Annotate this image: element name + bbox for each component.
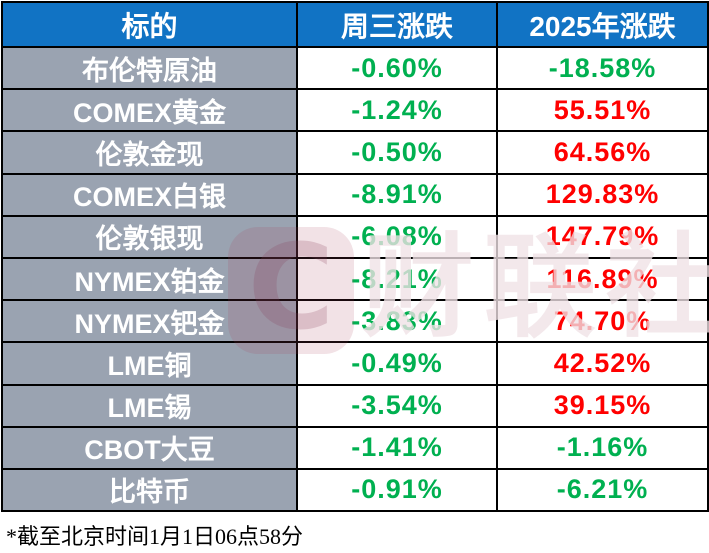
ytd-change-cell: -18.58%	[496, 45, 709, 91]
asset-label-cell: COMEX黄金	[1, 88, 298, 133]
asset-label-cell: COMEX白银	[1, 172, 298, 217]
wednesday-change-cell: -3.54%	[296, 383, 498, 428]
market-table: 标的 周三涨跌 2025年涨跌 布伦特原油 -0.60% -18.58% COM…	[1, 1, 709, 513]
wednesday-change-cell: -0.50%	[296, 130, 498, 175]
wednesday-change-cell: -0.49%	[296, 341, 498, 386]
asset-label-cell: LME锡	[1, 383, 298, 428]
table-row: COMEX白银 -8.91% 129.83%	[1, 172, 709, 217]
ytd-change-cell: 147.79%	[496, 214, 709, 259]
table-row: COMEX黄金 -1.24% 55.51%	[1, 88, 709, 133]
asset-label-cell: CBOT大豆	[1, 425, 298, 470]
wednesday-change-cell: -8.21%	[296, 256, 498, 302]
asset-label-cell: 比特币	[1, 467, 298, 513]
table-row: CBOT大豆 -1.41% -1.16%	[1, 425, 709, 470]
asset-label-cell: 伦敦金现	[1, 130, 298, 175]
ytd-change-cell: 74.70%	[496, 299, 709, 344]
wednesday-change-cell: -1.24%	[296, 88, 498, 133]
col-header-wednesday: 周三涨跌	[296, 1, 498, 48]
wednesday-change-cell: -8.91%	[296, 172, 498, 217]
wednesday-change-cell: -6.08%	[296, 214, 498, 259]
col-header-asset: 标的	[1, 1, 298, 48]
col-header-ytd: 2025年涨跌	[496, 1, 709, 48]
ytd-change-cell: 64.56%	[496, 130, 709, 175]
header-row: 标的 周三涨跌 2025年涨跌	[1, 1, 709, 48]
table-row: NYMEX钯金 -3.83% 74.70%	[1, 299, 709, 344]
ytd-change-cell: 42.52%	[496, 341, 709, 386]
wednesday-change-cell: -0.60%	[296, 45, 498, 91]
wednesday-change-cell: -1.41%	[296, 425, 498, 470]
ytd-change-cell: -1.16%	[496, 425, 709, 470]
ytd-change-cell: 55.51%	[496, 88, 709, 133]
asset-label-cell: 布伦特原油	[1, 45, 298, 91]
asset-label-cell: 伦敦银现	[1, 214, 298, 259]
table-row: 比特币 -0.91% -6.21%	[1, 467, 709, 513]
table-row: 伦敦银现 -6.08% 147.79%	[1, 214, 709, 259]
asset-label-cell: LME铜	[1, 341, 298, 386]
wednesday-change-cell: -0.91%	[296, 467, 498, 513]
ytd-change-cell: -6.21%	[496, 467, 709, 513]
asset-label-cell: NYMEX铂金	[1, 256, 298, 302]
table-row: NYMEX铂金 -8.21% 116.89%	[1, 256, 709, 302]
ytd-change-cell: 39.15%	[496, 383, 709, 428]
table-row: 布伦特原油 -0.60% -18.58%	[1, 45, 709, 91]
wednesday-change-cell: -3.83%	[296, 299, 498, 344]
table-row: 伦敦金现 -0.50% 64.56%	[1, 130, 709, 175]
footnote: *截至北京时间1月1日06点58分	[6, 524, 304, 549]
asset-label-cell: NYMEX钯金	[1, 299, 298, 344]
ytd-change-cell: 116.89%	[496, 256, 709, 302]
table-row: LME锡 -3.54% 39.15%	[1, 383, 709, 428]
table-row: LME铜 -0.49% 42.52%	[1, 341, 709, 386]
ytd-change-cell: 129.83%	[496, 172, 709, 217]
